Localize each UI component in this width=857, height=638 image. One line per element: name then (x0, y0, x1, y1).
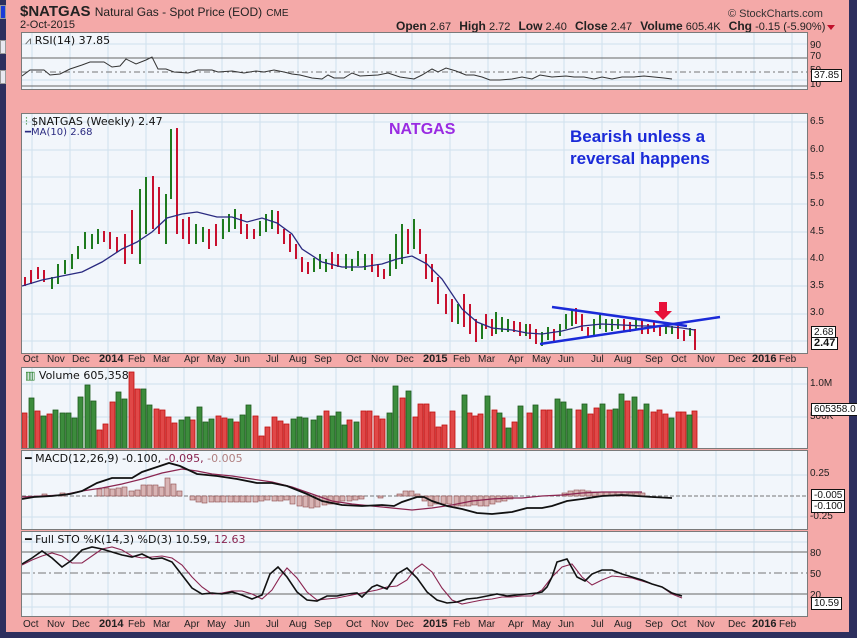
chart-date: 2-Oct-2015 (20, 19, 76, 31)
exchange: CME (266, 8, 289, 19)
annotation-comment: Bearish unless a reversal happens (570, 127, 710, 168)
ma-line-icon: ━ (25, 127, 32, 138)
price-panel[interactable]: ⫶ $NATGAS (Weekly) 2.47 ━MA(10) 2.68 (21, 113, 808, 354)
volume-tick: 1.0M (810, 378, 833, 389)
volume-panel[interactable]: ▥ Volume 605,358 (21, 367, 808, 449)
rsi-icon: ⩘ (25, 34, 32, 47)
ma-legend: ━MA(10) 2.68 (25, 127, 93, 138)
macd-tick: -0.25 (810, 511, 833, 522)
rsi-tick: 70 (810, 51, 822, 62)
price-label: ⫶ $NATGAS (Weekly) 2.47 (25, 115, 163, 128)
sto-panel[interactable]: ━ Full STO %K(14,3) %D(3) 10.59, 12.63 (21, 531, 808, 617)
price-tick: 6.0 (810, 144, 824, 155)
price-tick: 5.5 (810, 171, 824, 182)
rsi-tick: 10 (810, 79, 822, 90)
sto-line-icon: ━ (25, 533, 32, 546)
left-toolbar-strip (0, 0, 6, 638)
macd-plot (22, 451, 807, 529)
volume-tick: 500K (810, 411, 834, 422)
macd-line-icon: ━ (25, 452, 32, 465)
price-tick: 3.0 (810, 307, 824, 318)
x-axis-top: Oct Nov Dec 2014 Feb Mar Apr May Jun Jul Aug Sep Oct… (23, 353, 797, 365)
sto-tick: 50 (810, 569, 822, 580)
chart-title: $NATGAS Natural Gas - Spot Price (EOD) C… (20, 3, 289, 20)
volume-plot (22, 368, 807, 448)
macd-value-tag: -0.100 (811, 500, 846, 513)
volume-icon: ▥ (25, 369, 36, 382)
down-arrow-icon (654, 302, 672, 320)
volume-value-tag: 605358.0 (811, 403, 857, 416)
volume-label: ▥ Volume 605,358 (25, 369, 129, 382)
rsi-plot (22, 33, 807, 89)
price-tick: 5.0 (810, 198, 824, 209)
sto-tick: 80 (810, 548, 822, 559)
annotation-title: NATGAS (389, 121, 456, 138)
price-tick: 6.5 (810, 116, 824, 127)
toolbar-marker[interactable] (0, 40, 6, 54)
toolbar-marker[interactable] (0, 70, 6, 84)
sto-plot (22, 532, 807, 616)
macd-label: ━ MACD(12,26,9) -0.100, -0.095, -0.005 (25, 452, 243, 465)
x-axis-bottom: Oct Nov Dec 2014 Feb Mar Apr May Jun Jul Aug Sep Oct… (23, 618, 797, 630)
rsi-value-tag: 37.85 (811, 69, 843, 82)
price-tick: 4.0 (810, 253, 824, 264)
price-plot (22, 114, 807, 353)
close-value-tag: 2.47 (811, 337, 839, 350)
down-triangle-icon (827, 24, 836, 30)
price-tick: 3.5 (810, 280, 824, 291)
macd-panel[interactable]: ━ MACD(12,26,9) -0.100, -0.095, -0.005 (21, 450, 808, 530)
rsi-panel[interactable]: ⩘ RSI(14) 37.85 (21, 32, 808, 90)
toolbar-marker[interactable] (0, 5, 6, 19)
rsi-label: ⩘ RSI(14) 37.85 (25, 34, 111, 47)
macd-tick: 0.25 (810, 468, 830, 479)
price-tick: 4.5 (810, 226, 824, 237)
security-name: Natural Gas - Spot Price (EOD) (94, 5, 263, 19)
rsi-tick: 90 (810, 40, 822, 51)
ohlc-summary: Open 2.67 High 2.72 Low 2.40 Close 2.47 … (396, 19, 836, 33)
bar-chart-icon: ⫶ (25, 115, 28, 128)
brand-label: © StockCharts.com (728, 8, 823, 20)
sto-label: ━ Full STO %K(14,3) %D(3) 10.59, 12.63 (25, 533, 246, 546)
sto-tick: 20 (810, 590, 822, 601)
sto-value-tag: 10.59 (811, 597, 843, 610)
